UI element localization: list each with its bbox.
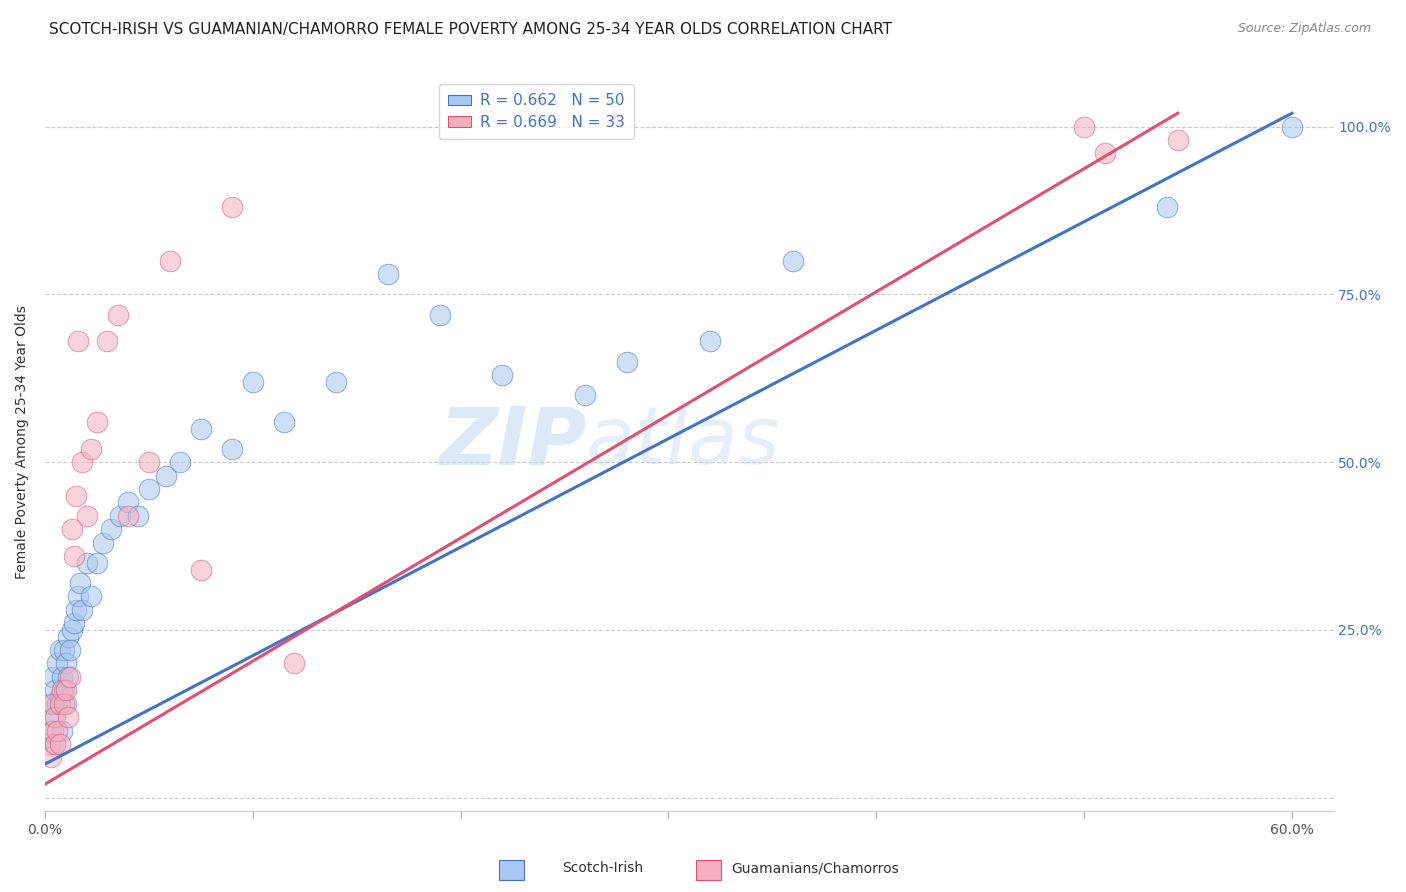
Point xyxy=(51,670,73,684)
Point xyxy=(96,334,118,349)
Point xyxy=(46,723,69,738)
Point xyxy=(44,710,66,724)
Point xyxy=(44,737,66,751)
Point xyxy=(273,415,295,429)
Point xyxy=(242,375,264,389)
Point xyxy=(56,710,79,724)
Point xyxy=(65,603,87,617)
Point xyxy=(128,508,150,523)
Point xyxy=(42,710,65,724)
Point xyxy=(155,468,177,483)
Text: Source: ZipAtlas.com: Source: ZipAtlas.com xyxy=(1237,22,1371,36)
Point xyxy=(51,723,73,738)
Point xyxy=(44,683,66,698)
Point xyxy=(1167,133,1189,147)
Point xyxy=(42,697,65,711)
Point xyxy=(48,643,70,657)
Point xyxy=(76,556,98,570)
Point xyxy=(117,495,139,509)
Point xyxy=(1073,120,1095,134)
Point xyxy=(190,421,212,435)
Point xyxy=(48,697,70,711)
Point xyxy=(574,388,596,402)
Text: SCOTCH-IRISH VS GUAMANIAN/CHAMORRO FEMALE POVERTY AMONG 25-34 YEAR OLDS CORRELAT: SCOTCH-IRISH VS GUAMANIAN/CHAMORRO FEMAL… xyxy=(49,22,893,37)
Text: ZIP: ZIP xyxy=(439,403,586,481)
Point xyxy=(107,308,129,322)
Point xyxy=(283,657,305,671)
Point xyxy=(60,623,83,637)
Point xyxy=(38,697,60,711)
Point xyxy=(377,267,399,281)
Point xyxy=(221,442,243,456)
Point xyxy=(117,508,139,523)
Point xyxy=(100,522,122,536)
Point xyxy=(52,683,75,698)
Point xyxy=(51,683,73,698)
Point xyxy=(42,670,65,684)
Point xyxy=(60,522,83,536)
Point xyxy=(55,657,77,671)
Point xyxy=(46,697,69,711)
Point xyxy=(491,368,513,382)
Point xyxy=(55,683,77,698)
Point xyxy=(56,670,79,684)
Point xyxy=(69,576,91,591)
Point xyxy=(44,737,66,751)
Point xyxy=(699,334,721,349)
Point xyxy=(63,616,86,631)
Point xyxy=(67,590,90,604)
Point xyxy=(91,535,114,549)
Point xyxy=(56,630,79,644)
Point xyxy=(52,697,75,711)
Point xyxy=(429,308,451,322)
Text: atlas: atlas xyxy=(586,403,780,481)
Point xyxy=(80,590,103,604)
Text: Scotch-Irish: Scotch-Irish xyxy=(562,862,644,875)
Point xyxy=(616,354,638,368)
Point xyxy=(108,508,131,523)
Point xyxy=(86,415,108,429)
Point xyxy=(59,670,82,684)
Legend: R = 0.662   N = 50, R = 0.669   N = 33: R = 0.662 N = 50, R = 0.669 N = 33 xyxy=(439,85,634,139)
Point xyxy=(159,253,181,268)
Point xyxy=(38,737,60,751)
Point xyxy=(72,603,94,617)
Point xyxy=(782,253,804,268)
Point xyxy=(169,455,191,469)
Point xyxy=(39,750,62,764)
Point xyxy=(52,643,75,657)
Point xyxy=(65,489,87,503)
Point xyxy=(190,562,212,576)
Point xyxy=(46,657,69,671)
Point xyxy=(67,334,90,349)
Point xyxy=(76,508,98,523)
Point xyxy=(39,723,62,738)
Point xyxy=(72,455,94,469)
Point xyxy=(48,690,70,704)
Point xyxy=(138,482,160,496)
Point xyxy=(59,643,82,657)
Text: Guamanians/Chamorros: Guamanians/Chamorros xyxy=(731,862,898,875)
Point xyxy=(1094,146,1116,161)
Point xyxy=(325,375,347,389)
Point xyxy=(48,737,70,751)
Point xyxy=(138,455,160,469)
Point xyxy=(1156,200,1178,214)
Y-axis label: Female Poverty Among 25-34 Year Olds: Female Poverty Among 25-34 Year Olds xyxy=(15,305,30,579)
Point xyxy=(221,200,243,214)
Point xyxy=(55,697,77,711)
Point xyxy=(1281,120,1303,134)
Point xyxy=(86,556,108,570)
Point xyxy=(42,723,65,738)
Point xyxy=(63,549,86,563)
Point xyxy=(80,442,103,456)
